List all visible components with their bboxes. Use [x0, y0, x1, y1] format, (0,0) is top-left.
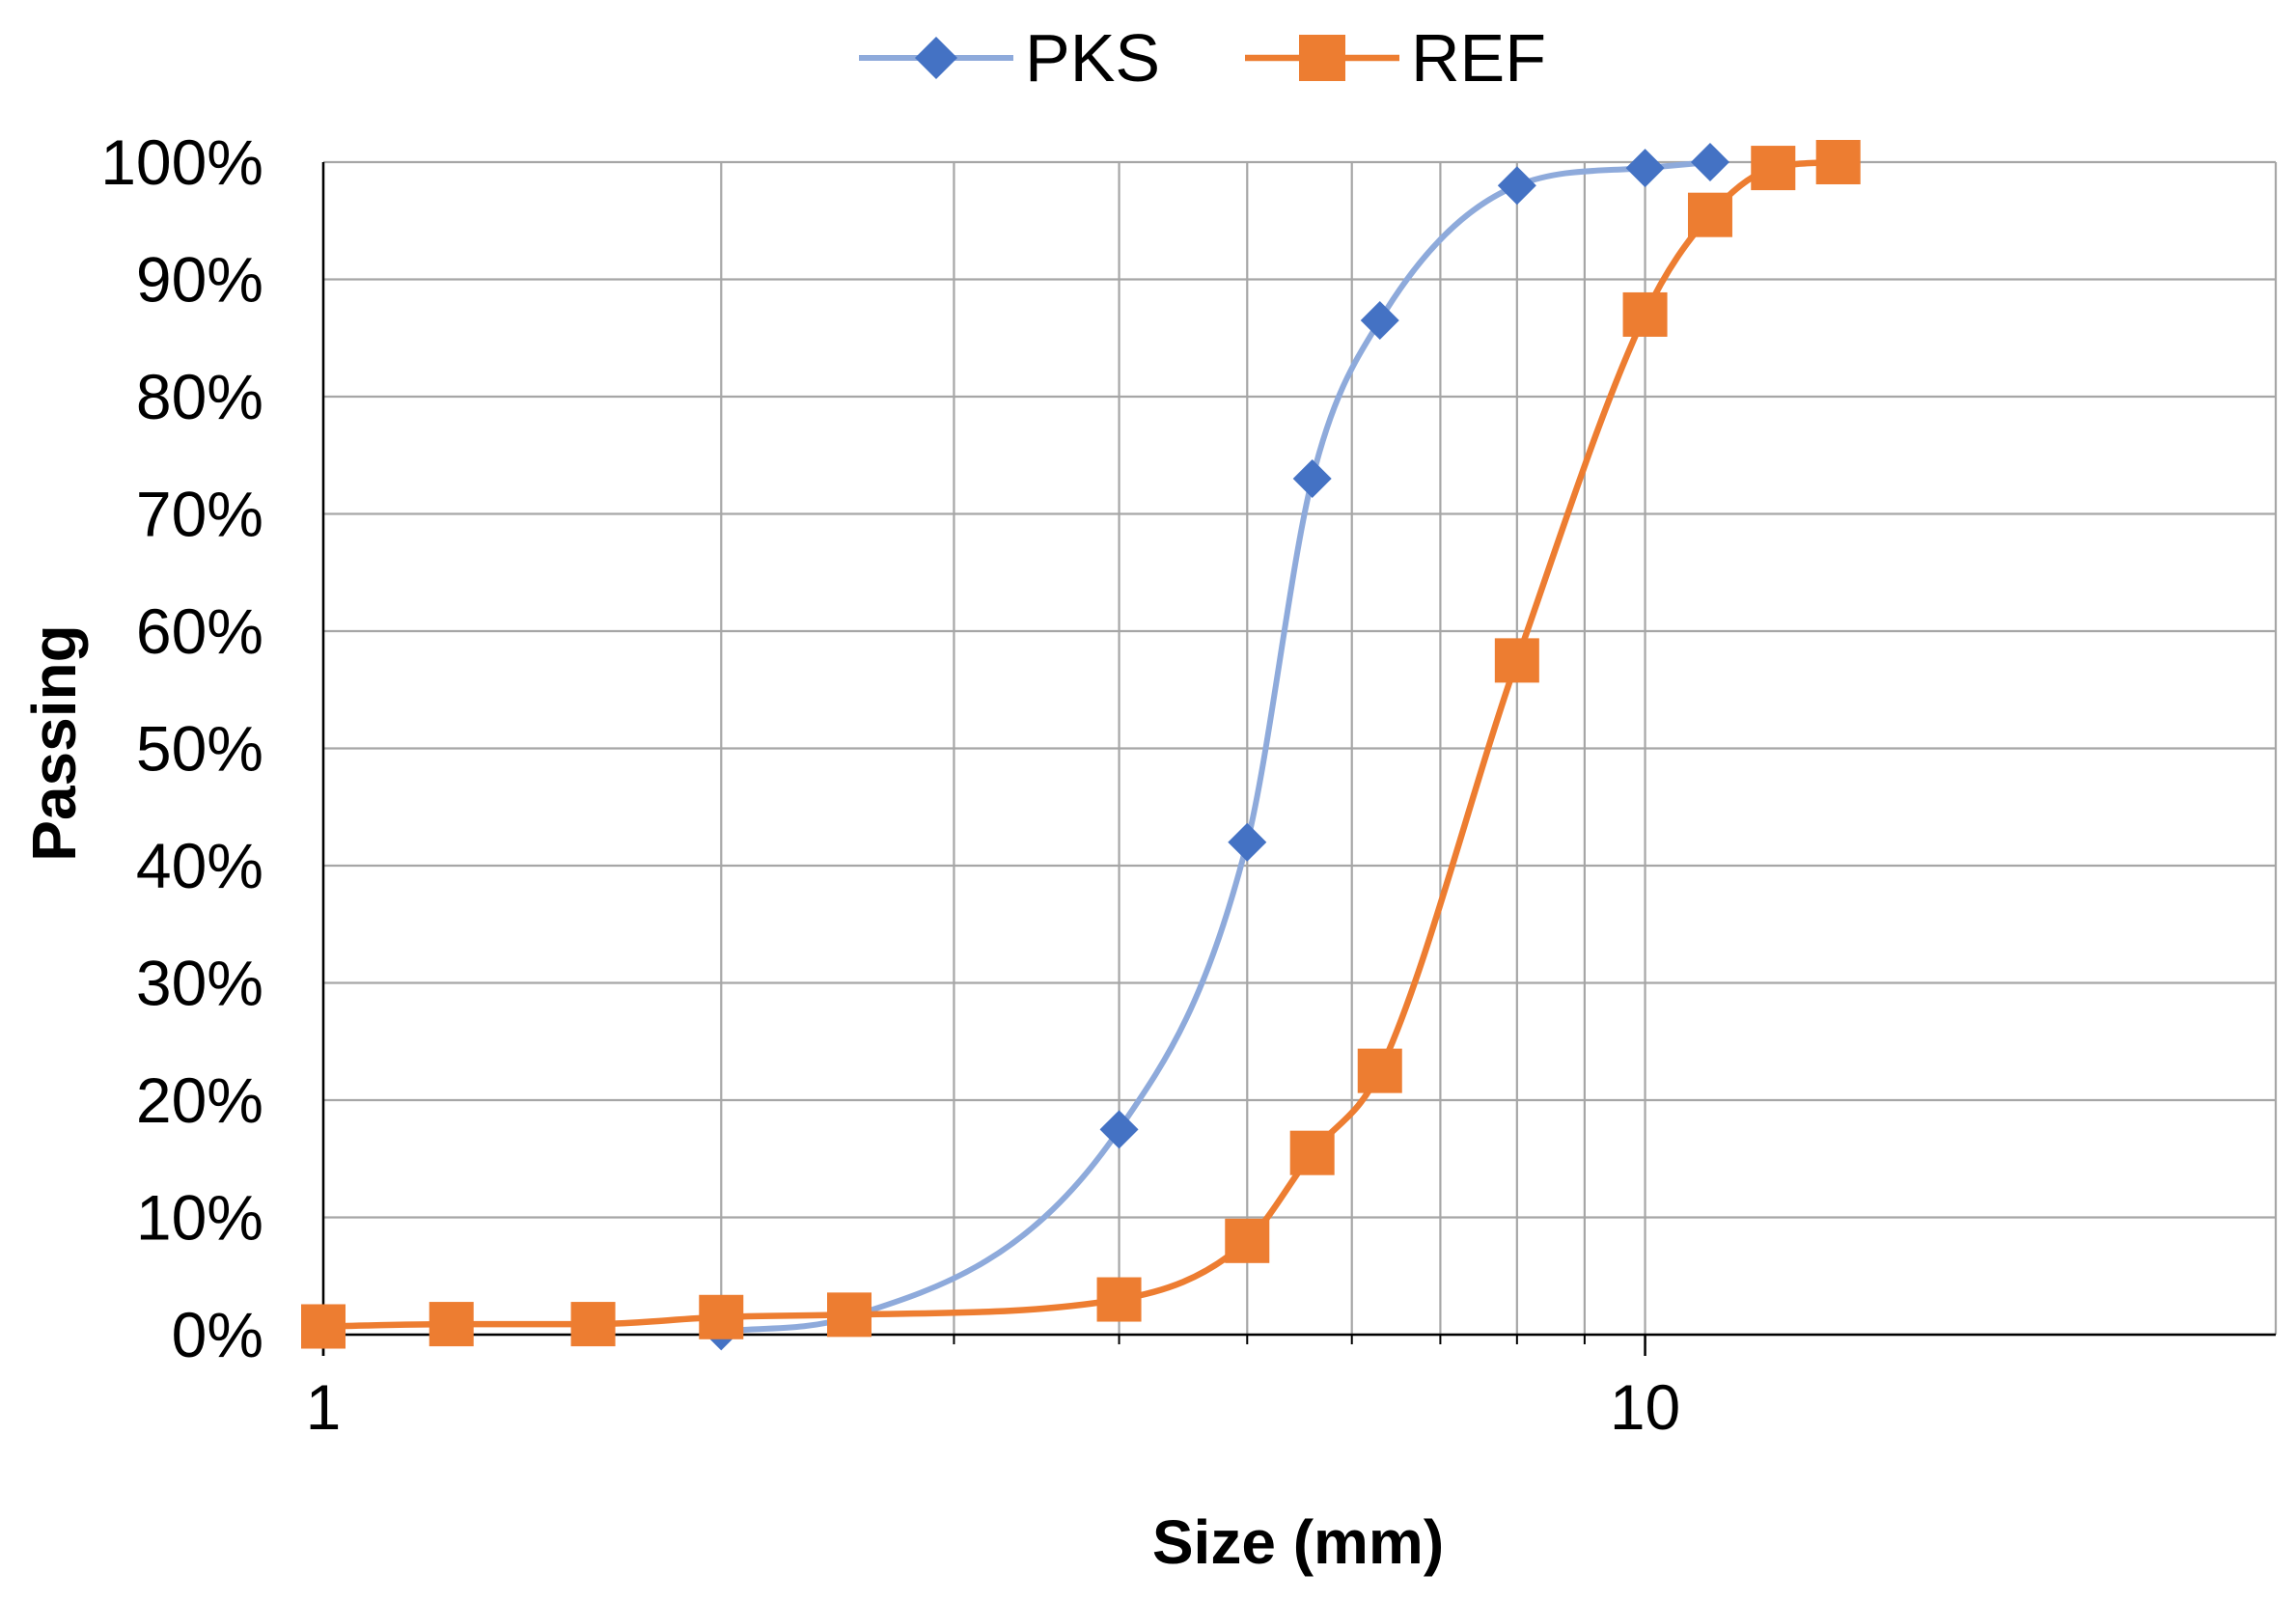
y-tick-label-10: 100% — [100, 126, 263, 198]
point-ref-12 — [1751, 146, 1796, 191]
x-axis-title: Size (mm) — [1152, 1507, 1444, 1577]
point-pks-5 — [1360, 301, 1399, 341]
point-pks-4 — [1292, 459, 1332, 499]
x-tick-label-1: 10 — [1610, 1371, 1680, 1443]
series-line-ref — [319, 158, 1841, 1330]
point-pks-6 — [1497, 166, 1536, 206]
y-tick-label-2: 20% — [136, 1064, 263, 1136]
point-ref-6 — [1225, 1218, 1270, 1263]
y-tick-label-8: 80% — [136, 361, 263, 432]
point-ref-1 — [429, 1302, 474, 1347]
y-tick-label-4: 40% — [136, 830, 263, 901]
point-ref-3 — [699, 1294, 744, 1339]
legend: PKS REF — [859, 20, 1546, 96]
y-tick-label-3: 30% — [136, 948, 263, 1019]
point-ref-11 — [1687, 192, 1732, 237]
legend-marker-pks — [915, 37, 957, 79]
point-ref-7 — [1289, 1130, 1335, 1175]
y-tick-label-0: 0% — [172, 1299, 263, 1370]
point-pks-7 — [1625, 149, 1665, 188]
data-series — [301, 140, 1861, 1351]
y-tick-label-1: 10% — [136, 1182, 263, 1254]
y-tick-label-7: 70% — [136, 479, 263, 550]
y-tick-labels: 0% 10% 20% 30% 40% 50% 60% 70% 80% 90% 100% — [100, 126, 263, 1370]
point-pks-3 — [1228, 822, 1267, 862]
point-ref-8 — [1357, 1048, 1402, 1093]
y-tick-label-9: 90% — [136, 244, 263, 316]
x-tick-labels: 1 10 — [306, 1371, 1681, 1443]
y-tick-label-5: 50% — [136, 713, 263, 785]
point-ref-2 — [570, 1302, 616, 1347]
legend-label-pks: PKS — [1025, 20, 1160, 96]
legend-label-ref: REF — [1411, 20, 1546, 96]
point-ref-9 — [1494, 638, 1539, 683]
y-tick-label-6: 60% — [136, 595, 263, 667]
legend-marker-ref — [1299, 35, 1345, 81]
x-tick-label-0: 1 — [306, 1371, 342, 1443]
series-ref — [301, 140, 1861, 1349]
y-axis-title: Passing — [19, 624, 89, 861]
point-pks-8 — [1690, 143, 1729, 181]
point-pks-2 — [1099, 1110, 1139, 1149]
point-ref-13 — [1815, 140, 1861, 184]
point-ref-10 — [1622, 291, 1668, 337]
point-ref-0 — [301, 1304, 346, 1349]
point-ref-5 — [1096, 1277, 1142, 1322]
point-ref-4 — [827, 1292, 872, 1338]
